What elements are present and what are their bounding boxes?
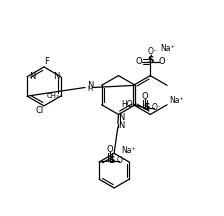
Text: O⁻: O⁻: [117, 156, 127, 165]
Text: O: O: [107, 145, 113, 154]
Text: Na⁺: Na⁺: [160, 44, 175, 53]
Text: O: O: [159, 57, 165, 66]
Text: HO: HO: [121, 100, 133, 109]
Text: CH₃: CH₃: [47, 93, 60, 99]
Text: Cl: Cl: [36, 106, 44, 115]
Text: S: S: [147, 56, 153, 65]
Text: O: O: [135, 57, 142, 66]
Text: Na⁺: Na⁺: [121, 146, 136, 155]
Text: O: O: [142, 92, 149, 101]
Text: O⁻: O⁻: [152, 103, 162, 113]
Text: H: H: [87, 86, 93, 92]
Text: S: S: [144, 103, 150, 112]
Text: O⁻: O⁻: [147, 47, 157, 56]
Text: N: N: [87, 81, 93, 90]
Text: N: N: [29, 71, 35, 81]
Text: N: N: [53, 71, 59, 81]
Text: N: N: [118, 113, 124, 122]
Text: N: N: [118, 121, 124, 130]
Text: S: S: [108, 156, 115, 165]
Text: F: F: [44, 57, 49, 66]
Text: Na⁺: Na⁺: [169, 96, 183, 105]
